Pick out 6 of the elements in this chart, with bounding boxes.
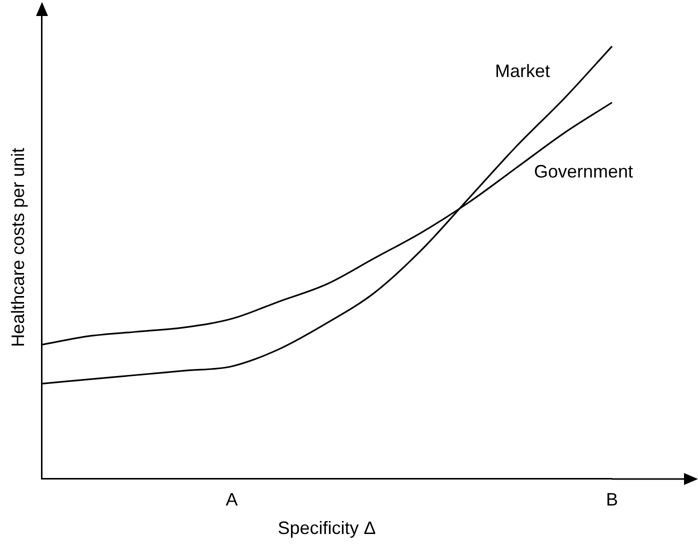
y-axis-title: Healthcare costs per unit [8,148,28,347]
x-axis-title: Specificity Δ [278,518,376,538]
series-label: Market [494,61,550,82]
series-label: Government [534,161,634,182]
x-tick-label: A [226,490,238,510]
x-tick-label: B [606,490,618,510]
